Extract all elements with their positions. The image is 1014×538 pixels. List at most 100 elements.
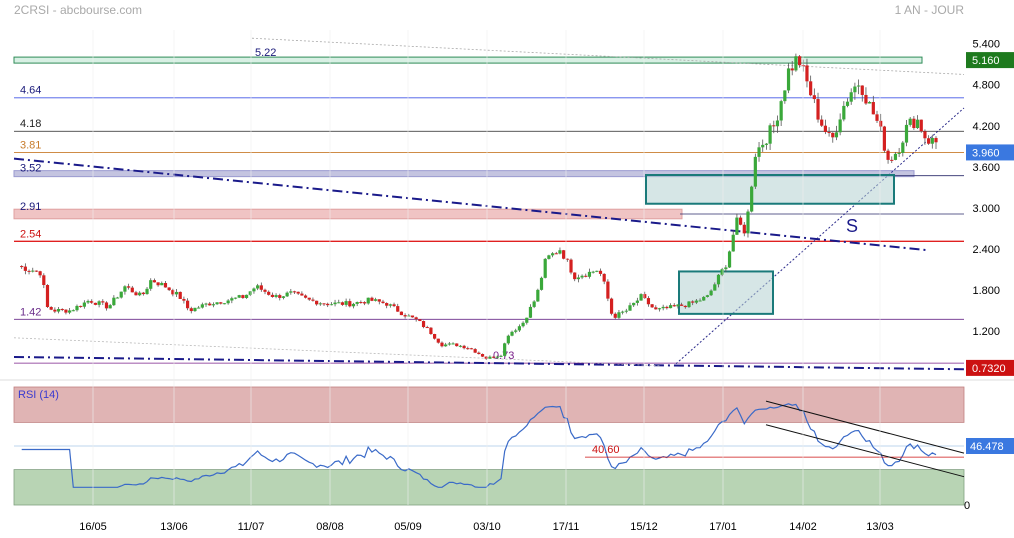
candle-body [289, 291, 293, 293]
level-label: 4.18 [20, 118, 41, 130]
candle-body [403, 315, 407, 317]
candle-body [300, 293, 304, 296]
candle-body [698, 300, 702, 302]
candle-body [322, 303, 326, 305]
candle-body [628, 305, 632, 311]
candle-body [550, 253, 555, 256]
candle-body [226, 300, 230, 304]
candle-body [827, 132, 831, 134]
candle-body [598, 270, 603, 274]
candle-body [805, 65, 809, 82]
candle-body [259, 285, 263, 290]
candle-body [735, 217, 739, 235]
candle-body [20, 266, 24, 268]
candle-body [923, 131, 927, 139]
rsi-level-label: 40.60 [592, 444, 620, 456]
candle-body [38, 271, 42, 276]
candle-body [193, 307, 197, 312]
candle-body [407, 315, 411, 317]
candle-body [856, 85, 861, 87]
candle-body [794, 56, 798, 71]
candle-body [469, 348, 474, 350]
candle-body [562, 250, 566, 259]
candle-body [495, 356, 499, 358]
candle-body [543, 258, 547, 278]
candle-body [797, 56, 802, 66]
candle-body [219, 302, 223, 304]
candle-body [731, 234, 735, 252]
x-tick-label: 13/03 [866, 521, 894, 533]
candle-body [241, 295, 245, 298]
candle-body [53, 309, 57, 312]
candle-body [576, 277, 580, 280]
candle-body [831, 132, 835, 138]
candle-body [764, 143, 769, 145]
level-band-2-91 [13, 208, 683, 220]
low-price-tag: 0.7320 [972, 363, 1006, 375]
candle-body [783, 90, 787, 102]
candle-body [569, 259, 573, 273]
y-tick-label: 1.200 [972, 326, 1000, 338]
candle-body [591, 271, 595, 273]
candle-body [514, 330, 518, 332]
rsi-tick-label: 0 [964, 500, 970, 512]
candle-body [757, 147, 761, 157]
candle-body [425, 327, 429, 329]
candle-body [252, 288, 256, 292]
candle-body [90, 300, 94, 303]
candle-body [750, 186, 754, 212]
candle-body [657, 308, 662, 310]
candle-body [834, 132, 839, 138]
level-label: 2.54 [20, 228, 41, 240]
candle-body [60, 308, 64, 310]
candle-body [687, 301, 691, 308]
candle-body [775, 120, 780, 127]
candle-body [694, 300, 698, 303]
candle-body [886, 150, 890, 160]
candle-body [587, 271, 592, 277]
candle-body [86, 300, 90, 303]
candle-body [42, 275, 46, 285]
y-tick-label: 4.800 [972, 80, 1000, 92]
candle-body [355, 302, 359, 304]
candle-body [256, 285, 260, 289]
candle-body [329, 304, 333, 306]
price-panel: 5.224.644.183.813.522.912.541.420.73S [13, 37, 965, 371]
candle-body [71, 310, 75, 312]
candle-body [351, 303, 356, 307]
candle-body [101, 301, 105, 303]
level-label: 3.52 [20, 163, 41, 175]
candle-body [455, 343, 459, 347]
candle-body [281, 296, 286, 298]
candle-body [683, 305, 687, 308]
candle-body [558, 250, 562, 254]
candle-body [433, 333, 437, 339]
candle-body [595, 270, 599, 272]
candle-body [536, 289, 540, 302]
low-price-tag-bg [966, 359, 1014, 376]
candle-body [414, 317, 418, 320]
candle-body [366, 297, 370, 304]
candle-body [484, 356, 488, 359]
candle-body [418, 319, 422, 322]
candle-body [816, 99, 820, 120]
candle-body [650, 304, 654, 308]
rsi-channel-lower [765, 424, 965, 478]
candle-body [462, 345, 466, 349]
candle-body [580, 275, 584, 278]
x-tick-label: 13/06 [160, 521, 188, 533]
candle-body [233, 297, 238, 299]
candle-body [912, 118, 916, 129]
candle-body [392, 304, 396, 307]
candle-body [149, 280, 153, 289]
candle-body [410, 315, 415, 318]
candle-body [879, 120, 883, 127]
candle-body [200, 304, 204, 308]
candle-body [882, 126, 886, 151]
candle-body [167, 287, 171, 291]
candle-body [315, 300, 319, 305]
candle-body [97, 301, 101, 305]
candle-body [488, 356, 492, 359]
candle-body [79, 305, 83, 307]
candle-body [45, 284, 50, 308]
